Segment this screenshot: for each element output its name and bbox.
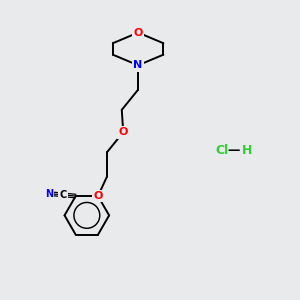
Text: N: N: [45, 189, 53, 199]
Text: N: N: [134, 60, 143, 70]
Text: —: —: [227, 143, 239, 157]
Text: O: O: [134, 28, 143, 38]
Text: O: O: [93, 191, 103, 201]
Text: Cl: Cl: [215, 143, 229, 157]
Text: H: H: [242, 143, 252, 157]
Text: O: O: [118, 127, 128, 137]
Text: C: C: [59, 190, 67, 200]
